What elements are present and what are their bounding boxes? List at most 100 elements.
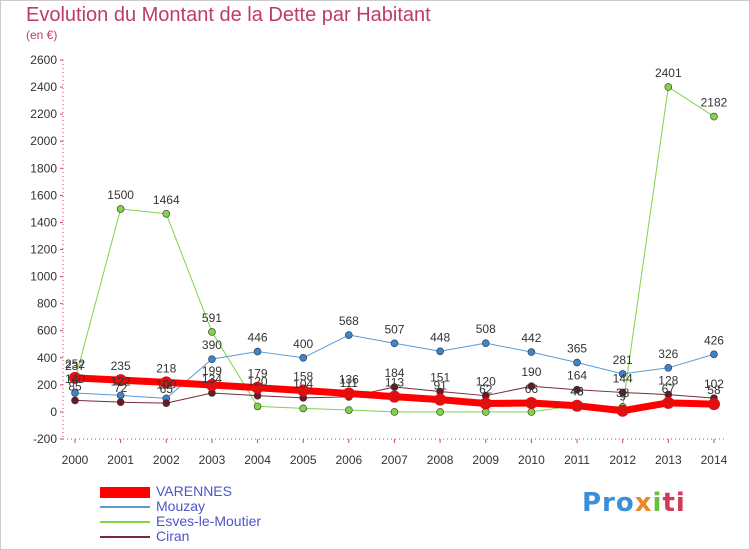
data-point-mouzay bbox=[481, 339, 490, 347]
data-label-mouzay: 448 bbox=[430, 330, 450, 344]
y-tick-label: 2600 bbox=[30, 53, 57, 67]
proxiti-logo: Proxiti bbox=[582, 488, 686, 518]
data-label-mouzay: 507 bbox=[384, 322, 404, 336]
data-label-varennes: 67 bbox=[662, 382, 676, 396]
data-label-esves-le-moutier: 38 bbox=[616, 386, 630, 400]
legend-swatch bbox=[100, 506, 150, 508]
x-tick-label: 2003 bbox=[199, 453, 226, 467]
data-label-ciran: 144 bbox=[613, 371, 633, 385]
data-label-ciran: 128 bbox=[658, 374, 678, 388]
data-label-mouzay: 122 bbox=[111, 374, 131, 388]
data-point-varennes bbox=[479, 397, 492, 410]
data-label-mouzay: 390 bbox=[202, 338, 222, 352]
data-point-varennes bbox=[69, 371, 81, 384]
data-point-mouzay bbox=[573, 358, 581, 367]
data-point-mouzay bbox=[527, 348, 536, 356]
data-point-mouzay bbox=[710, 350, 718, 359]
data-label-esves-le-moutier: 2401 bbox=[655, 66, 682, 80]
y-tick-label: 1400 bbox=[30, 215, 57, 229]
data-point-ciran bbox=[116, 398, 125, 406]
data-label-ciran: 85 bbox=[68, 379, 82, 393]
data-label-ciran: 111 bbox=[340, 376, 359, 390]
x-tick-label: 2008 bbox=[427, 453, 454, 467]
data-point-esves-le-moutier bbox=[299, 404, 308, 413]
legend-label: Mouzay bbox=[156, 498, 206, 514]
data-label-varennes: 218 bbox=[156, 361, 176, 375]
data-label-esves-le-moutier: 591 bbox=[202, 311, 222, 325]
chart-axes: -200 0 200 400 600 800 1000 1200 1400 1600 1800 200… bbox=[30, 53, 727, 467]
data-label-varennes: 66 bbox=[525, 382, 539, 396]
chart-unit-label: (en €) bbox=[26, 28, 58, 42]
data-point-mouzay bbox=[71, 389, 79, 397]
x-tick-label: 2004 bbox=[244, 453, 271, 467]
data-point-esves-le-moutier bbox=[116, 205, 125, 213]
data-point-esves-le-moutier bbox=[710, 112, 718, 121]
data-point-esves-le-moutier bbox=[390, 408, 399, 416]
data-label-varennes: 136 bbox=[339, 373, 359, 387]
x-tick-label: 2010 bbox=[518, 453, 545, 467]
legend-label: VARENNES bbox=[156, 483, 232, 499]
data-label-esves-le-moutier: 237 bbox=[65, 359, 85, 373]
data-label-varennes: 252 bbox=[65, 357, 85, 371]
data-label-varennes: 113 bbox=[385, 376, 404, 390]
y-tick-label: 1000 bbox=[30, 270, 57, 284]
data-point-varennes bbox=[114, 374, 127, 387]
data-point-mouzay bbox=[208, 355, 216, 363]
y-tick-label: 1200 bbox=[30, 243, 57, 257]
data-label-varennes: 58 bbox=[707, 383, 721, 397]
legend-swatch bbox=[100, 521, 150, 523]
x-tick-label: 2001 bbox=[107, 453, 134, 467]
data-point-mouzay bbox=[618, 370, 627, 378]
data-point-varennes bbox=[388, 390, 401, 403]
x-tick-label: 2000 bbox=[62, 453, 89, 467]
legend-label: Esves-le-Moutier bbox=[156, 513, 262, 529]
data-label-mouzay: 100 bbox=[156, 377, 176, 391]
y-tick-label: 2400 bbox=[30, 80, 57, 94]
y-tick-label: 2200 bbox=[30, 107, 57, 121]
x-tick-label: 2011 bbox=[564, 453, 590, 467]
data-label-mouzay: 365 bbox=[567, 342, 587, 356]
y-tick-label: 1600 bbox=[30, 188, 57, 202]
data-point-varennes bbox=[434, 393, 447, 406]
data-point-esves-le-moutier bbox=[345, 406, 353, 414]
data-point-varennes bbox=[571, 399, 584, 412]
data-point-varennes bbox=[160, 376, 173, 389]
data-label-esves-le-moutier: 1464 bbox=[153, 193, 180, 207]
data-label-ciran: 102 bbox=[704, 377, 724, 391]
y-tick-label: 1800 bbox=[30, 161, 57, 175]
data-point-ciran bbox=[527, 382, 536, 391]
series-data-labels: 237 1500 1464 591 48 38 2401 2182 140 122 100 390 44… bbox=[65, 66, 728, 404]
data-point-esves-le-moutier bbox=[162, 209, 171, 218]
data-point-mouzay bbox=[664, 364, 673, 372]
y-tick-label: 0 bbox=[50, 405, 57, 419]
data-point-ciran bbox=[71, 396, 79, 405]
data-point-varennes bbox=[205, 378, 218, 391]
data-label-mouzay: 442 bbox=[521, 331, 541, 345]
data-point-varennes bbox=[707, 398, 720, 411]
data-label-ciran: 72 bbox=[114, 381, 128, 395]
data-label-esves-le-moutier: 48 bbox=[570, 384, 584, 398]
data-label-varennes: 235 bbox=[111, 359, 131, 373]
data-point-mouzay bbox=[436, 347, 444, 356]
data-point-esves-le-moutier bbox=[253, 402, 262, 411]
data-point-ciran bbox=[390, 383, 399, 391]
data-point-ciran bbox=[618, 388, 627, 397]
data-point-varennes bbox=[616, 404, 629, 417]
data-label-varennes: 9 bbox=[619, 390, 626, 404]
data-label-mouzay: 426 bbox=[704, 333, 724, 347]
data-point-varennes bbox=[525, 396, 538, 409]
x-tick-label: 2012 bbox=[609, 453, 636, 467]
data-label-esves-le-moutier: 2182 bbox=[701, 96, 728, 110]
x-tick-label: 2006 bbox=[335, 453, 362, 467]
data-label-varennes: 46 bbox=[570, 385, 584, 399]
data-label-esves-le-moutier: 1500 bbox=[107, 188, 134, 202]
data-label-mouzay: 446 bbox=[248, 331, 268, 345]
data-label-mouzay: 400 bbox=[293, 337, 313, 351]
series-lines bbox=[69, 83, 720, 417]
data-point-mouzay bbox=[345, 331, 353, 339]
data-point-mouzay bbox=[390, 339, 399, 348]
data-label-varennes: 91 bbox=[433, 379, 447, 393]
legend-swatch bbox=[100, 487, 150, 498]
data-point-varennes bbox=[297, 384, 310, 397]
